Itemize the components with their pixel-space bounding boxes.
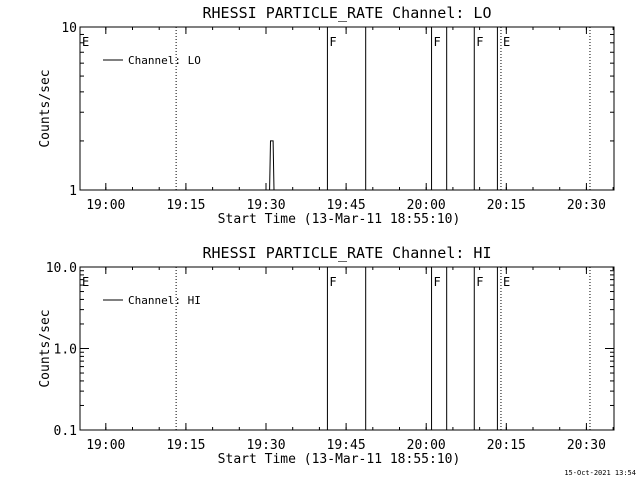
plot-frame	[79, 266, 615, 431]
flag-marker-label: F	[476, 275, 483, 289]
x-tick-label: 20:15	[487, 198, 526, 213]
series-line	[266, 140, 277, 191]
x-tick-label: 19:00	[86, 438, 125, 453]
chart-title: RHESSI PARTICLE_RATE Channel: LO	[203, 4, 492, 22]
x-axis-label: Start Time (13-Mar-11 18:55:10)	[218, 212, 461, 227]
flag-marker-label: F	[434, 275, 441, 289]
x-tick-label: 19:45	[327, 438, 366, 453]
x-tick-label: 20:15	[487, 438, 526, 453]
x-tick-label: 19:45	[327, 198, 366, 213]
x-tick-label: 19:30	[246, 438, 285, 453]
x-tick-label: 19:30	[246, 198, 285, 213]
flag-marker-label: F	[329, 35, 336, 49]
flag-marker-label: E	[82, 35, 89, 49]
x-tick-label: 19:15	[166, 198, 205, 213]
x-tick-label: 20:00	[407, 198, 446, 213]
legend-label: Channel: LO	[128, 54, 201, 67]
legend-label: Channel: HI	[128, 294, 201, 307]
chart-panel-hi: RHESSI PARTICLE_RATE Channel: HI 19:00 19:…	[38, 244, 615, 467]
y-tick-label: 1.0	[54, 343, 77, 358]
y-axis-label: Counts/sec	[38, 309, 53, 387]
y-tick-label: 1	[69, 184, 77, 199]
flag-marker-label: F	[434, 35, 441, 49]
x-tick-label: 19:15	[166, 438, 205, 453]
y-axis-label: Counts/sec	[38, 69, 53, 147]
flag-marker-label: E	[503, 275, 510, 289]
flag-marker-label: E	[503, 35, 510, 49]
chart-title: RHESSI PARTICLE_RATE Channel: HI	[203, 244, 492, 262]
x-axis-label: Start Time (13-Mar-11 18:55:10)	[218, 452, 461, 467]
x-tick-label: 20:30	[567, 438, 606, 453]
y-tick-label: 10.0	[46, 261, 77, 276]
chart-panel-lo: RHESSI PARTICLE_RATE Channel: LO 19:00 19:…	[38, 4, 615, 227]
flag-marker-label: E	[82, 275, 89, 289]
x-tick-label: 19:00	[86, 198, 125, 213]
y-tick-label: 0.1	[54, 424, 77, 439]
x-tick-label: 20:00	[407, 438, 446, 453]
y-tick-label: 10	[61, 21, 77, 36]
timestamp-label: 15-Oct-2021 13:54	[564, 469, 636, 477]
flag-marker-label: F	[476, 35, 483, 49]
flag-marker-label: F	[329, 275, 336, 289]
x-tick-label: 20:30	[567, 198, 606, 213]
plot-frame	[79, 26, 615, 191]
